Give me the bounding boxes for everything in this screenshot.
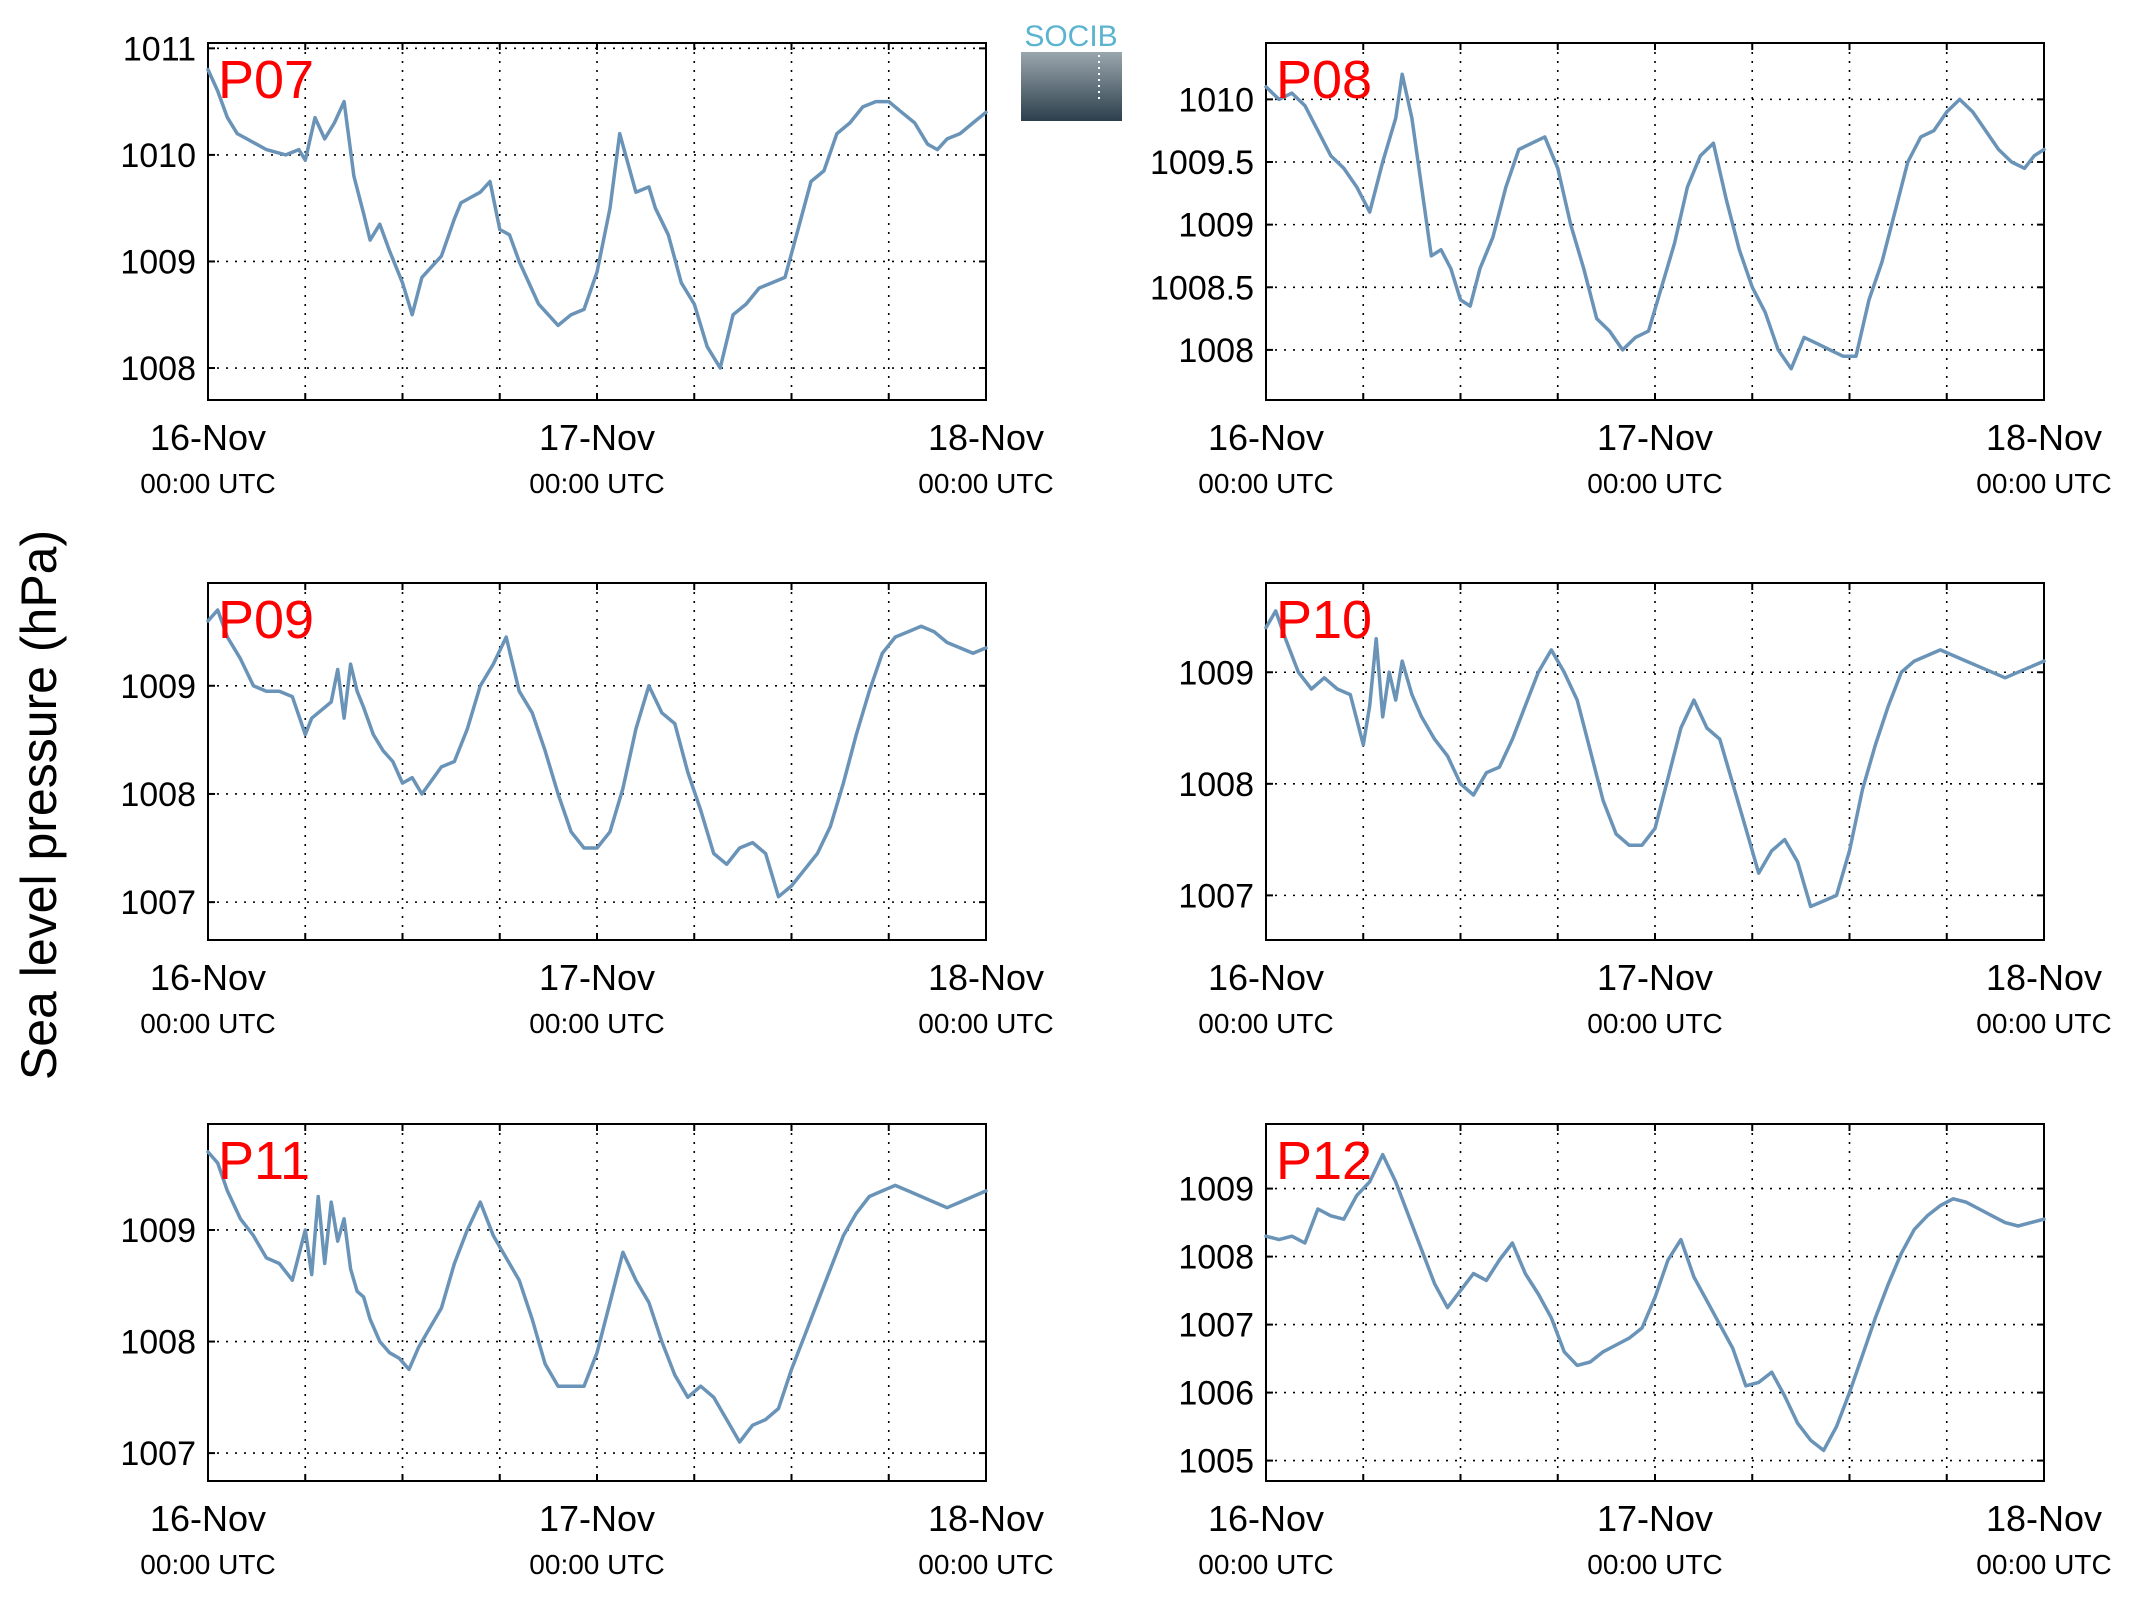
x-tick-label-time: 00:00 UTC [1976, 1549, 2111, 1580]
x-tick-label-time: 00:00 UTC [1587, 468, 1722, 499]
x-tick-label-time: 00:00 UTC [140, 468, 275, 499]
panel-p10: 1007 1008 1009 16-Nov 00:00 UTC 17-Nov 00:00 U… [1178, 582, 2112, 1039]
x-tick-label-date: 16-Nov [150, 417, 266, 458]
x-tick-label-date: 17-Nov [1597, 957, 1713, 998]
plot-frame [1265, 582, 2045, 941]
y-tick-label: 1009 [120, 668, 196, 706]
x-tick-label-time: 00:00 UTC [529, 1549, 664, 1580]
y-tick-label: 1009 [1178, 207, 1254, 245]
station-label: P09 [218, 590, 314, 650]
panel-p12: 1005 1006 1007 1008 1009 16-Nov 00:00 UTC 17-No… [1178, 1123, 2112, 1580]
x-tick-label-time: 00:00 UTC [1198, 468, 1333, 499]
y-tick-label: 1009.5 [1150, 144, 1254, 182]
y-tick-label: 1008 [1178, 766, 1254, 804]
x-tick-label-time: 00:00 UTC [1976, 468, 2111, 499]
y-tick-label: 1008 [120, 1324, 196, 1362]
y-tick-label: 1009 [1178, 654, 1254, 692]
panel-p07: 1008 1009 1010 1011 16-Nov 00:00 UTC 17-Nov 00:… [120, 30, 1053, 499]
x-tick-label-date: 16-Nov [150, 1498, 266, 1539]
socib-logo-block [1021, 52, 1122, 121]
y-tick-label: 1008 [120, 776, 196, 814]
y-tick-label: 1010 [1178, 81, 1254, 119]
x-tick-label-time: 00:00 UTC [918, 468, 1053, 499]
socib-logo: SOCIB [1021, 20, 1122, 121]
y-tick-label: 1009 [1178, 1171, 1254, 1209]
series-line-p11 [206, 1150, 988, 1444]
y-tick-label: 1010 [120, 137, 196, 175]
plot-frame [207, 582, 987, 941]
x-tick-label-time: 00:00 UTC [529, 468, 664, 499]
panel-p09: 1007 1008 1009 16-Nov 00:00 UTC 17-Nov 00:00 U… [120, 582, 1054, 1039]
y-axis-label: Sea level pressure (hPa) [11, 530, 67, 1080]
x-tick-label-date: 18-Nov [1986, 1498, 2102, 1539]
x-tick-label-date: 16-Nov [1208, 1498, 1324, 1539]
x-tick-label-date: 18-Nov [928, 1498, 1044, 1539]
x-tick-label-time: 00:00 UTC [1198, 1008, 1333, 1039]
x-tick-label-time: 00:00 UTC [1587, 1549, 1722, 1580]
plot-frame [207, 42, 987, 401]
x-tick-label-date: 17-Nov [539, 1498, 655, 1539]
y-tick-label: 1009 [120, 243, 196, 281]
y-tick-label: 1007 [1178, 1307, 1254, 1345]
y-tick-label: 1007 [120, 1435, 196, 1473]
x-tick-label-time: 00:00 UTC [918, 1549, 1053, 1580]
panel-p11: 1007 1008 1009 16-Nov 00:00 UTC 17-Nov 00:00 U… [120, 1123, 1054, 1580]
y-tick-label: 1006 [1178, 1375, 1254, 1413]
x-tick-label-date: 18-Nov [1986, 417, 2102, 458]
y-tick-label: 1008 [1178, 1239, 1254, 1277]
y-tick-label: 1011 [123, 30, 196, 68]
station-label: P12 [1276, 1131, 1372, 1191]
x-tick-label-time: 00:00 UTC [1587, 1008, 1722, 1039]
plot-frame [1265, 1123, 2045, 1482]
x-tick-label-time: 00:00 UTC [1198, 1549, 1333, 1580]
x-tick-label-date: 18-Nov [1986, 957, 2102, 998]
station-label: P07 [218, 50, 314, 110]
series-line-p09 [206, 608, 988, 899]
plot-frame [1265, 42, 2045, 401]
y-tick-label: 1007 [1178, 877, 1254, 915]
x-tick-label-date: 17-Nov [1597, 1498, 1713, 1539]
y-tick-label: 1007 [120, 884, 196, 922]
x-tick-label-time: 00:00 UTC [140, 1008, 275, 1039]
x-tick-label-date: 16-Nov [1208, 957, 1324, 998]
y-tick-label: 1005 [1178, 1443, 1254, 1481]
y-tick-label: 1008 [1178, 332, 1254, 370]
plot-frame [207, 1123, 987, 1482]
x-tick-label-time: 00:00 UTC [918, 1008, 1053, 1039]
station-label: P08 [1276, 50, 1372, 110]
x-tick-label-time: 00:00 UTC [529, 1008, 664, 1039]
y-tick-label: 1009 [120, 1212, 196, 1250]
x-tick-label-date: 18-Nov [928, 957, 1044, 998]
x-tick-label-date: 18-Nov [928, 417, 1044, 458]
x-tick-label-time: 00:00 UTC [140, 1549, 275, 1580]
y-tick-label: 1008 [120, 350, 196, 388]
x-tick-label-time: 00:00 UTC [1976, 1008, 2111, 1039]
socib-logo-text: SOCIB [1024, 20, 1117, 53]
y-tick-label: 1008.5 [1150, 269, 1254, 307]
chart-panels: 1008 1009 1010 1011 16-Nov 00:00 UTC 17-Nov 00:… [120, 30, 2111, 1580]
x-tick-label-date: 17-Nov [1597, 417, 1713, 458]
series-line-p08 [1264, 72, 2046, 371]
series-line-p12 [1264, 1152, 2046, 1453]
x-tick-label-date: 16-Nov [150, 957, 266, 998]
x-tick-label-date: 17-Nov [539, 957, 655, 998]
panel-p08: 1008 1008.5 1009 1009.5 1010 16-Nov 00:00 UTC 1… [1150, 42, 2112, 499]
series-line-p07 [206, 67, 988, 370]
station-label: P11 [218, 1131, 310, 1191]
x-tick-label-date: 17-Nov [539, 417, 655, 458]
x-tick-label-date: 16-Nov [1208, 417, 1324, 458]
series-line-p10 [1264, 609, 2046, 909]
station-label: P10 [1276, 590, 1372, 650]
